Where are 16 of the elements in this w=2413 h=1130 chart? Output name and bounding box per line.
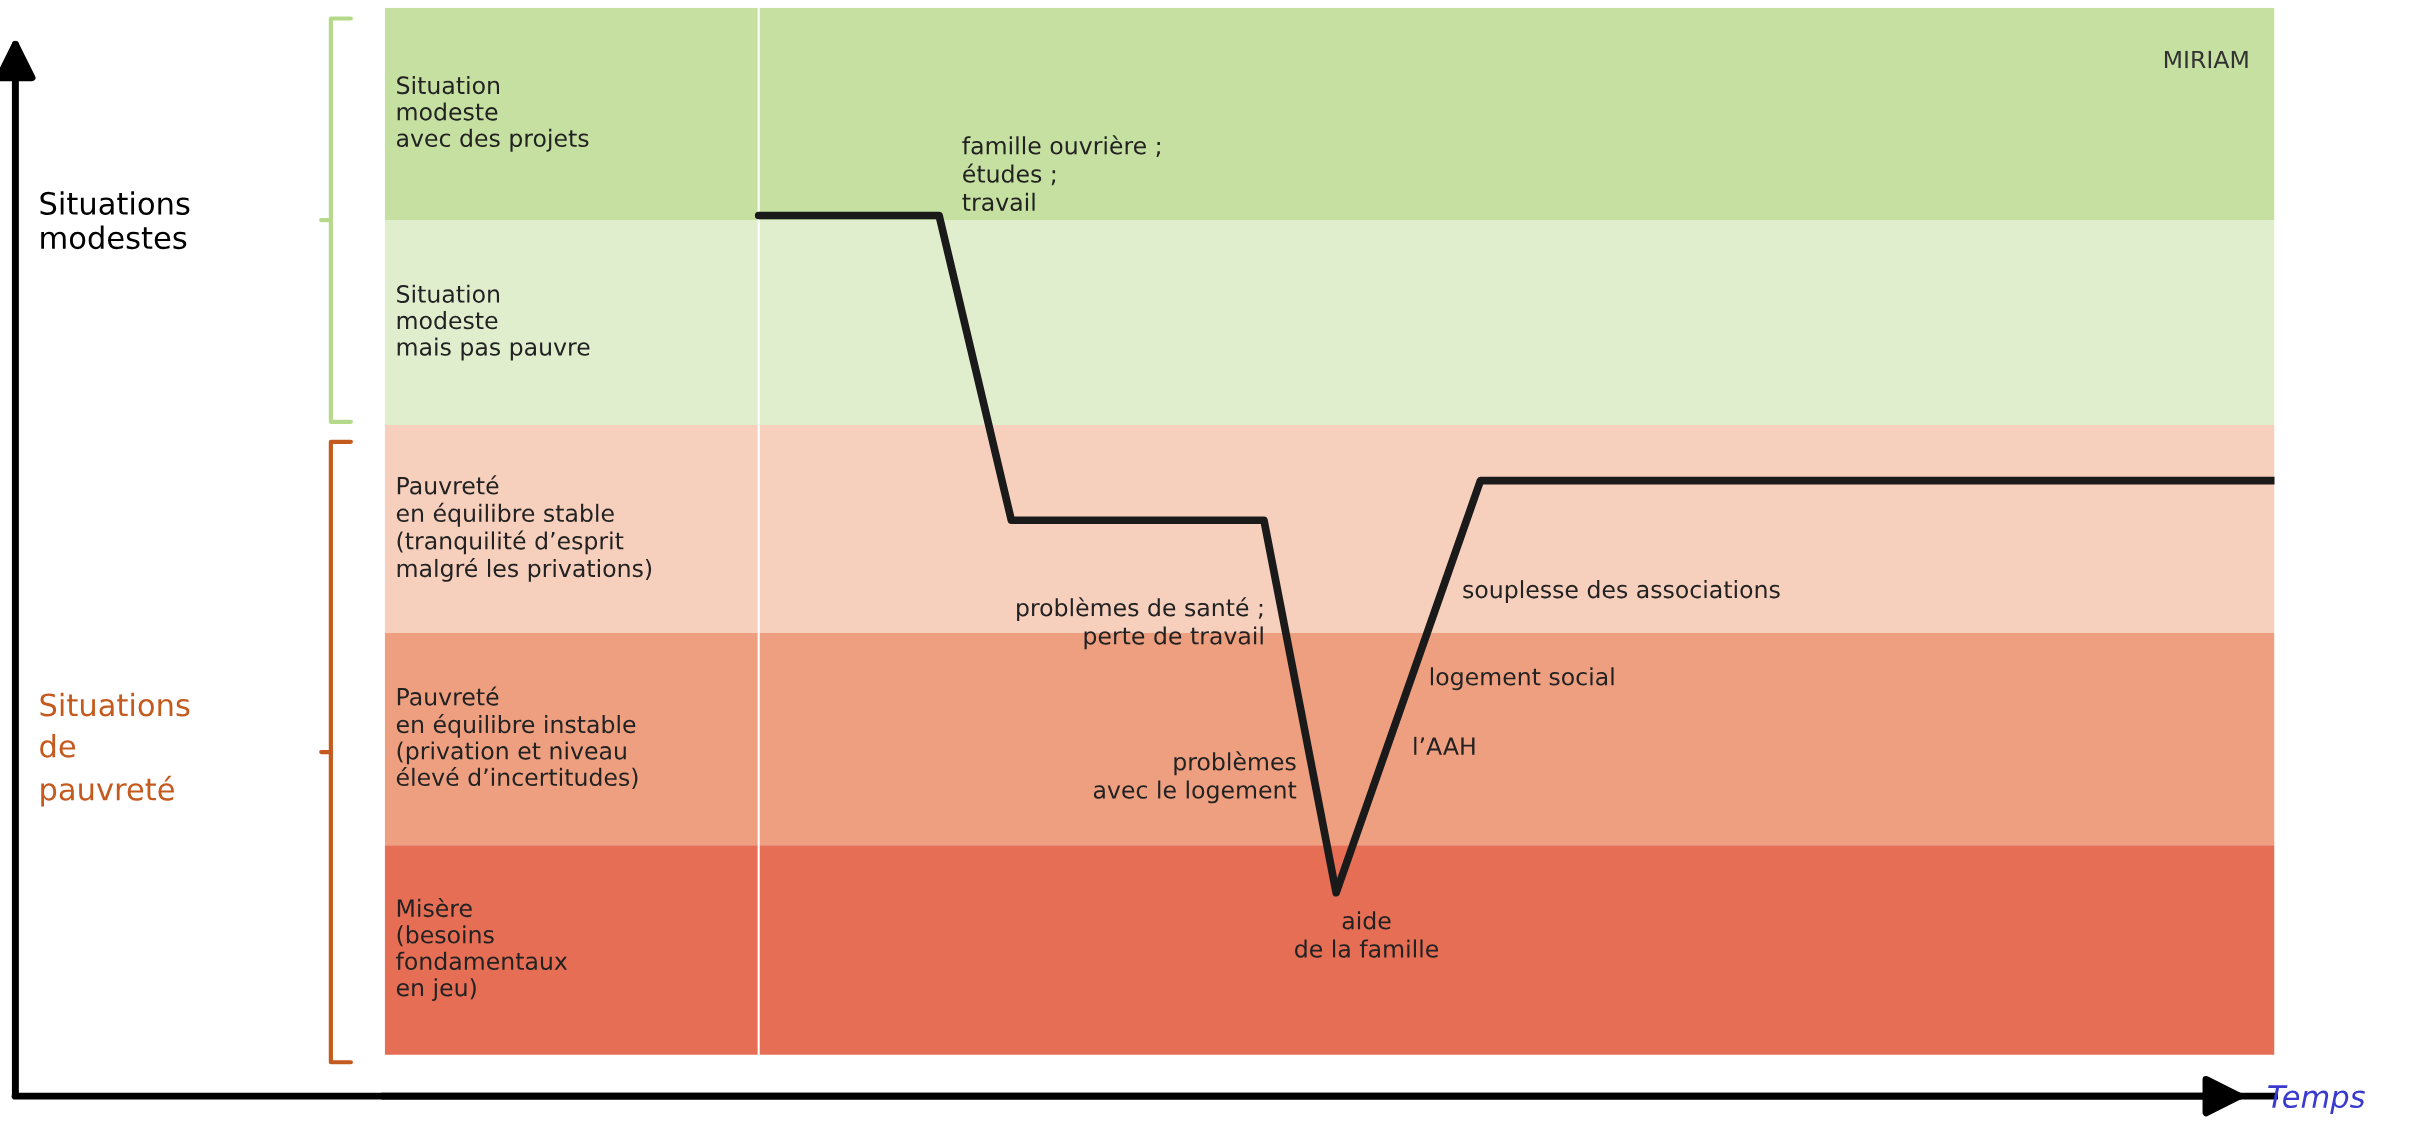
text: famille ouvrière ; études ; travail (962, 135, 1160, 212)
annotation: logement social (1430, 667, 1614, 691)
annotation: problèmes de santé ; perte de travail (1017, 597, 1263, 650)
annotation: souplesse des associations (1463, 580, 1780, 603)
band-label: Misère (besoins fondamentaux en jeu) (396, 897, 568, 1002)
annotation: problèmes avec le logement (1093, 751, 1297, 804)
text: MIRIAM (2164, 50, 2248, 69)
annotation: l’AAH (1414, 736, 1475, 755)
text: Situations de pauvreté (40, 692, 190, 807)
band-label: Situation modeste avec des projets (396, 75, 589, 152)
x-axis-title: Temps (2268, 1085, 2365, 1114)
annotation: aide de la famille (1295, 911, 1439, 958)
band-label: Pauvreté en équilibre instable (privation et niveau élevé d’incertitudes) (396, 686, 638, 789)
band-label: Situation modeste mais pas pauvre (397, 284, 590, 361)
band-label: Pauvreté en équilibre stable (tranquilité d’esprit malgré les privations) (396, 475, 652, 582)
text: Situations modestes (40, 191, 190, 250)
